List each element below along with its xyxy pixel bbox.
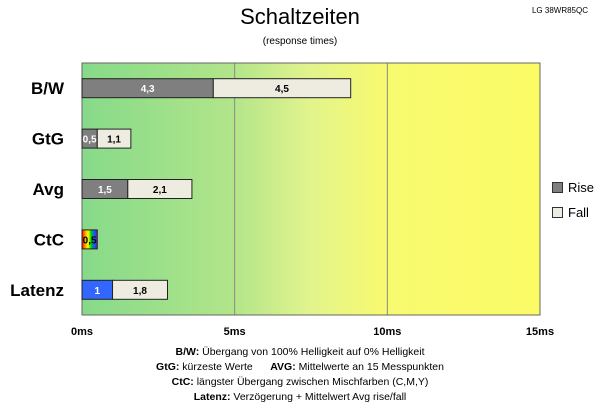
category-label: Avg xyxy=(33,180,65,199)
footnote-avg-label: AVG: xyxy=(270,361,296,373)
footnote-avg-text: Mittelwerte an 15 Messpunkten xyxy=(298,361,444,373)
chart-subtitle: (response times) xyxy=(262,36,338,47)
bar-rise xyxy=(81,229,98,250)
footnote-latenz-text: Verzögerung + Mittelwert Avg rise/fall xyxy=(233,391,407,403)
data-label: 4,3 xyxy=(141,84,155,95)
chart-area: 0ms 5ms 10ms 15ms B/W 4,3 4,5 GtG 0,5 1,1 Avg 1,5 2,… xyxy=(10,62,554,338)
footnote-ctc: CtC: längster Übergang zwischen Mischfar… xyxy=(0,375,600,390)
footnote-ctc-text: längster Übergang zwischen Mischfarben (… xyxy=(196,376,429,388)
bar-fall xyxy=(127,179,193,199)
footnotes: B/W: Übergang von 100% Helligkeit auf 0%… xyxy=(0,345,600,405)
x-tick-label: 5ms xyxy=(224,326,246,338)
category-label: CtC xyxy=(34,230,64,249)
legend-label-rise: Rise xyxy=(568,180,595,195)
bar-fall xyxy=(112,279,168,300)
footnote-gtg-text: kürzeste Werte xyxy=(182,361,253,373)
bar-fall xyxy=(212,78,352,99)
category-label: Latenz xyxy=(10,281,64,300)
legend-swatch-fall xyxy=(552,207,563,218)
category-label: GtG xyxy=(32,130,64,149)
category-label: B/W xyxy=(31,79,65,98)
data-label: 1,5 xyxy=(98,185,112,196)
data-label: 1,1 xyxy=(107,135,121,146)
legend-swatch-rise xyxy=(552,182,563,193)
chart-title: Schaltzeiten xyxy=(240,4,360,29)
footnote-ctc-label: CtC: xyxy=(171,376,194,388)
footnote-latenz-label: Latenz: xyxy=(193,391,231,403)
legend-label-fall: Fall xyxy=(568,205,589,220)
data-label: 4,5 xyxy=(275,84,289,95)
model-label: LG 38WR85QC xyxy=(531,6,588,15)
x-tick-label: 15ms xyxy=(526,326,554,338)
bar-fall xyxy=(96,128,132,149)
legend-item-rise: Rise xyxy=(552,180,594,195)
x-tick-label: 10ms xyxy=(373,326,401,338)
legend-item-fall: Fall xyxy=(552,205,594,220)
data-label: 2,1 xyxy=(153,185,167,196)
footnote-bw: B/W: Übergang von 100% Helligkeit auf 0%… xyxy=(0,345,600,360)
footnote-gtg-label: GtG: xyxy=(156,361,180,373)
data-label: 0,5 xyxy=(83,135,97,146)
x-tick-label: 0ms xyxy=(71,326,93,338)
footnote-bw-text: Übergang von 100% Helligkeit auf 0% Hell… xyxy=(202,346,425,358)
footnote-latenz: Latenz: Verzögerung + Mittelwert Avg ris… xyxy=(0,390,600,405)
data-label: 1 xyxy=(94,286,100,297)
footnote-bw-label: B/W: xyxy=(175,346,200,358)
footnote-gtg-avg: GtG: kürzeste Werte AVG: Mittelwerte an … xyxy=(0,360,600,375)
legend: Rise Fall xyxy=(552,180,594,230)
data-label: 0,5 xyxy=(83,235,97,246)
data-label: 1,8 xyxy=(133,286,147,297)
